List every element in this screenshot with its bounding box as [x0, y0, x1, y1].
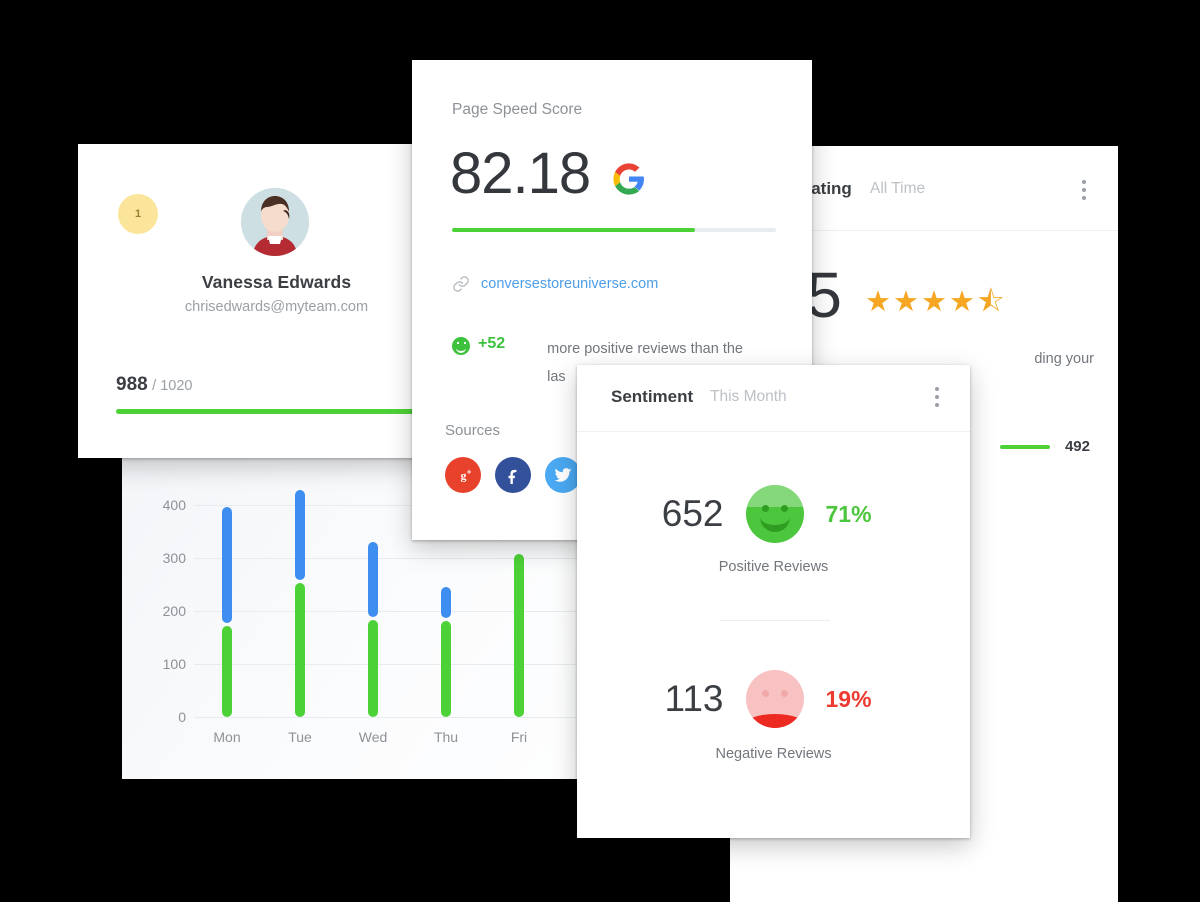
smiley-green-icon — [452, 337, 470, 355]
profile-name: Vanessa Edwards — [201, 272, 352, 292]
page-speed-site-link[interactable]: conversestoreuniverse.com — [481, 276, 659, 292]
smiley-happy-icon — [745, 485, 804, 543]
x-axis-tick: Thu — [433, 729, 459, 745]
avatar — [241, 188, 309, 256]
grid-line — [194, 610, 764, 612]
kebab-menu-icon[interactable] — [935, 387, 939, 407]
google-g-icon — [612, 162, 646, 196]
positive-reviews-caption: Positive Reviews — [718, 559, 829, 575]
x-axis-tick: Tue — [288, 729, 312, 745]
kebab-menu-icon[interactable] — [1082, 180, 1086, 200]
x-axis-tick: Fri — [510, 729, 528, 745]
page-speed-link-row[interactable]: conversestoreuniverse.com — [452, 275, 658, 293]
bar-column[interactable] — [222, 489, 232, 717]
sentiment-header — [577, 365, 970, 432]
bar-column[interactable] — [514, 489, 524, 717]
google-plus-icon[interactable]: g + — [445, 457, 481, 493]
grid-line — [194, 663, 764, 665]
grid-line — [194, 557, 764, 559]
profile-score: 988 / 1020 — [116, 374, 192, 396]
bar-column[interactable] — [295, 489, 305, 717]
twitter-icon[interactable] — [545, 457, 581, 493]
bar-column[interactable] — [441, 489, 451, 717]
facebook-icon[interactable] — [495, 457, 531, 493]
bar-segment-green — [368, 619, 378, 717]
page-speed-progress-fill — [452, 228, 695, 232]
bar-segment-green — [441, 620, 451, 717]
positive-reviews-row: 652 71% — [577, 485, 970, 543]
bar-segment-blue — [368, 541, 378, 617]
bar-column[interactable] — [368, 489, 378, 717]
y-axis-tick: 200 — [162, 602, 186, 619]
grid-line — [194, 717, 764, 718]
avg-rating-period[interactable]: All Time — [870, 180, 926, 197]
smiley-sad-icon — [745, 670, 804, 728]
rank-badge: 1 — [118, 194, 158, 234]
page-speed-delta-text: more positive reviews than the las — [547, 341, 743, 385]
bar-chart: 0 100 200 300 400 Mon Tue Wed Thu Fri — [122, 441, 764, 779]
avg-rating-legend: 492 — [999, 438, 1090, 455]
sources-label: Sources — [445, 422, 501, 439]
bar-segment-green — [514, 554, 524, 717]
page-speed-progress-track — [452, 228, 776, 232]
legend-line — [999, 444, 1050, 449]
profile-email: chrisedwards@myteam.com — [184, 299, 369, 315]
positive-reviews-count: 652 — [661, 493, 724, 534]
y-axis-tick: 100 — [162, 655, 186, 672]
page-speed-delta-row: +52 more positive reviews than the las — [452, 335, 747, 391]
rank-badge-label: 1 — [134, 208, 142, 220]
y-axis-tick: 400 — [162, 496, 186, 513]
svg-text:g: g — [460, 468, 466, 482]
negative-reviews-caption: Negative Reviews — [715, 746, 832, 762]
star-rating-icon: ★★★★⯪ — [865, 286, 1007, 318]
avg-rating-description: ding your — [1034, 351, 1094, 367]
y-axis-tick: 0 — [178, 709, 186, 725]
avg-rating-header — [730, 146, 1118, 231]
sentiment-card: Sentiment This Month 652 71% Positive Re… — [577, 365, 970, 838]
bar-segment-blue — [222, 507, 232, 623]
positive-reviews-percent: 71% — [825, 500, 872, 527]
page-speed-delta-value: +52 — [478, 335, 506, 352]
negative-reviews-percent: 19% — [825, 685, 872, 712]
profile-score-total: / 1020 — [152, 378, 193, 394]
bar-segment-blue — [441, 586, 451, 618]
bar-segment-green — [222, 625, 232, 717]
x-axis-tick: Wed — [358, 729, 388, 745]
profile-progress-bar — [116, 409, 456, 414]
legend-value: 492 — [1064, 438, 1090, 455]
sentiment-divider — [720, 620, 830, 621]
negative-reviews-row: 113 19% — [577, 670, 970, 728]
page-speed-value: 82.18 — [450, 141, 591, 206]
x-axis-tick: Mon — [213, 729, 241, 745]
sentiment-period[interactable]: This Month — [710, 388, 787, 405]
profile-score-value: 988 — [116, 374, 148, 395]
y-axis-tick: 300 — [162, 549, 186, 566]
link-icon — [452, 275, 470, 293]
bar-segment-green — [295, 583, 305, 717]
bar-segment-blue — [295, 490, 305, 581]
negative-reviews-count: 113 — [664, 678, 724, 719]
page-speed-label: Page Speed Score — [452, 101, 583, 118]
svg-text:+: + — [466, 467, 471, 476]
sentiment-title: Sentiment — [611, 387, 694, 406]
